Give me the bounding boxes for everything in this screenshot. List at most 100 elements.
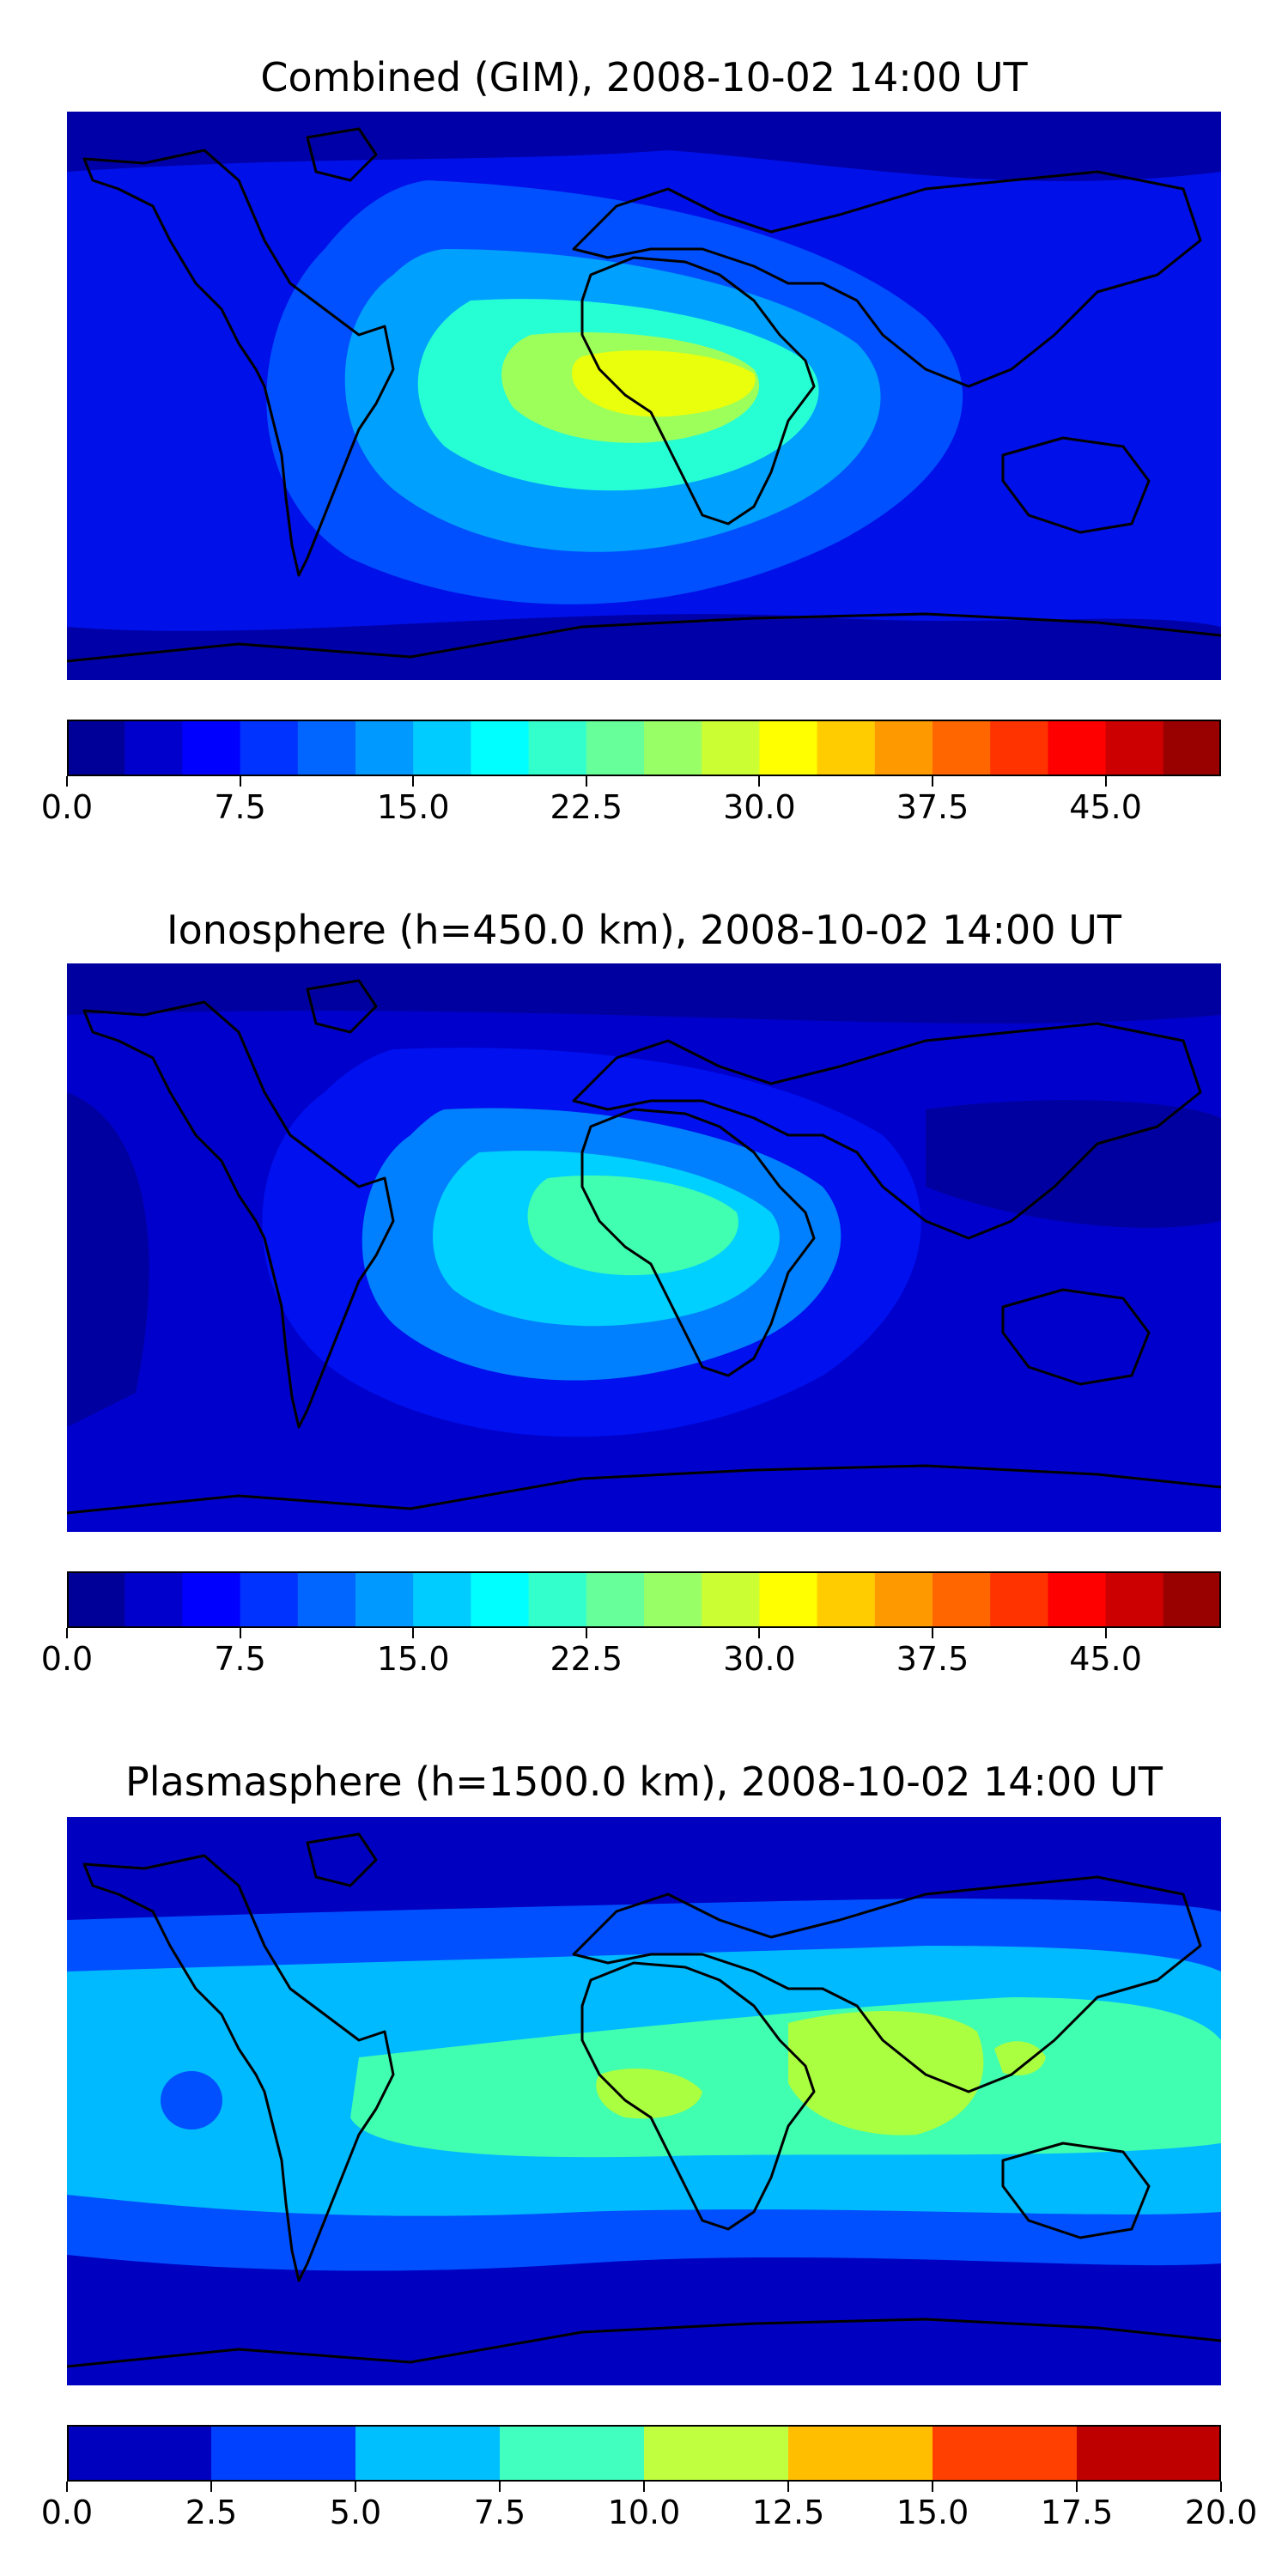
colorbar-segment bbox=[702, 1571, 760, 1628]
map-title-ionosphere: Ionosphere (h=450.0 km), 2008-10-02 14:0… bbox=[167, 907, 1121, 953]
colorbar-segment bbox=[990, 720, 1048, 776]
colorbar-segment bbox=[933, 1571, 991, 1628]
colorbar-segment bbox=[1163, 720, 1221, 776]
colorbar-tick-label: 5.0 bbox=[329, 2494, 382, 2531]
colorbar-segment bbox=[1163, 1571, 1221, 1628]
coastlines bbox=[67, 979, 1221, 1515]
contour-band bbox=[67, 1092, 149, 1427]
colorbar-tick-mark bbox=[585, 1628, 587, 1638]
colorbar-segment bbox=[67, 2425, 212, 2482]
colorbar-segment bbox=[240, 720, 299, 776]
coastlines bbox=[67, 1832, 1221, 2368]
colorbar-segment bbox=[471, 720, 530, 776]
colorbar-segment bbox=[67, 720, 125, 776]
colorbar-segment bbox=[355, 1571, 414, 1628]
colorbar-tick-mark bbox=[355, 2482, 356, 2492]
colorbar-tick-mark bbox=[932, 1628, 933, 1638]
colorbar-tick-mark bbox=[66, 2482, 68, 2492]
colorbar-tick-mark bbox=[585, 776, 587, 787]
colorbar-tick-label: 22.5 bbox=[550, 788, 623, 826]
colorbar-segment bbox=[759, 1571, 818, 1628]
colorbar-tick-mark bbox=[1104, 776, 1107, 787]
colorbar-segment bbox=[500, 2425, 645, 2482]
colorbar-tick-mark bbox=[787, 2482, 789, 2492]
colorbar-segment bbox=[644, 720, 702, 776]
contour-band bbox=[67, 963, 1221, 1024]
contour-band bbox=[788, 2011, 984, 2136]
colorbar-tick-label: 0.0 bbox=[40, 1640, 94, 1678]
contour-band bbox=[926, 1100, 1221, 1228]
colorbar-segment bbox=[182, 1571, 241, 1628]
colorbar-tick-mark bbox=[499, 2482, 501, 2492]
contour-band bbox=[994, 2041, 1046, 2075]
colorbar-segment bbox=[211, 2425, 356, 2482]
colorbar-segment bbox=[817, 1571, 876, 1628]
colorbar-tick-mark bbox=[239, 1628, 241, 1638]
colorbar-tick-label: 15.0 bbox=[376, 788, 450, 826]
colorbar-tick-mark bbox=[66, 776, 68, 787]
colorbar-border bbox=[67, 2425, 1221, 2482]
colorbar-tick-label: 7.5 bbox=[214, 1640, 266, 1678]
colorbar-tick-label: 37.5 bbox=[896, 1640, 969, 1678]
colorbar-tick-label: 12.5 bbox=[751, 2494, 825, 2531]
colorbar-segment bbox=[471, 1571, 530, 1628]
colorbar-tick-mark bbox=[932, 776, 933, 787]
colorbar-tick-label: 15.0 bbox=[376, 1640, 450, 1678]
colorbar-segment bbox=[817, 720, 876, 776]
contour-band bbox=[596, 2068, 702, 2119]
colorbar-tick-label: 0.0 bbox=[40, 788, 94, 826]
colorbar-segment bbox=[874, 720, 933, 776]
colorbar-tick-label: 45.0 bbox=[1069, 788, 1142, 826]
map-title-plasmasphere: Plasmasphere (h=1500.0 km), 2008-10-02 1… bbox=[125, 1759, 1163, 1805]
colorbar-tick-mark bbox=[412, 776, 415, 787]
colorbar-tick-label: 30.0 bbox=[723, 1640, 796, 1678]
colorbar-ticks-combined: 0.0 7.5 15.0 22.5 30.0 37.5 45.0 bbox=[41, 776, 1221, 828]
colorbar-tick-label: 7.5 bbox=[214, 788, 266, 826]
colorbar-segment bbox=[355, 2425, 501, 2482]
tec-map-plasmasphere bbox=[67, 1817, 1221, 2385]
colorbar-ionosphere bbox=[67, 1571, 1221, 1628]
colorbar-segment bbox=[413, 1571, 471, 1628]
tec-map-ionosphere bbox=[67, 963, 1221, 1532]
colorbar-segment bbox=[933, 720, 991, 776]
colorbar-segment bbox=[788, 2425, 933, 2482]
colorbar-segment bbox=[528, 720, 587, 776]
coastlines bbox=[67, 127, 1221, 663]
colorbar-tick-mark bbox=[758, 1628, 761, 1638]
colorbar-segment bbox=[644, 2425, 789, 2482]
colorbar-segment bbox=[67, 1571, 125, 1628]
colorbar-ticks-ionosphere: 0.0 7.5 15.0 22.5 30.0 37.5 45.0 bbox=[41, 1628, 1221, 1680]
colorbar-tick-mark bbox=[210, 2482, 212, 2492]
colorbar-tick-label: 15.0 bbox=[896, 2494, 969, 2531]
colorbar-plasmasphere bbox=[67, 2425, 1221, 2482]
colorbar-ticks-plasmasphere: 0.0 2.5 5.0 7.5 10.0 12.5 15.0 17.5 20.0 bbox=[41, 2482, 1257, 2533]
map-title-combined: Combined (GIM), 2008-10-02 14:00 UT bbox=[260, 54, 1028, 100]
colorbar-tick-mark bbox=[758, 776, 761, 787]
contour-band bbox=[350, 1997, 1221, 2158]
colorbar-tick-label: 7.5 bbox=[473, 2494, 526, 2531]
colorbar-tick-mark bbox=[1076, 2482, 1078, 2492]
colorbar-segment bbox=[1077, 2425, 1221, 2482]
colorbar-segment bbox=[759, 720, 818, 776]
colorbar-tick-label: 45.0 bbox=[1069, 1640, 1142, 1678]
colorbar-segment bbox=[933, 2425, 1078, 2482]
colorbar-border bbox=[67, 1571, 1221, 1628]
colorbar-tick-label: 17.5 bbox=[1040, 2494, 1114, 2531]
colorbar-segment bbox=[240, 1571, 299, 1628]
colorbar-segment bbox=[990, 1571, 1048, 1628]
colorbar-segment bbox=[125, 720, 183, 776]
colorbar-segment bbox=[586, 720, 645, 776]
colorbar-tick-mark bbox=[1220, 2482, 1222, 2492]
colorbar-segment bbox=[702, 720, 760, 776]
colorbar-border bbox=[67, 720, 1221, 776]
contour-band bbox=[572, 349, 756, 417]
contour-band bbox=[161, 2071, 222, 2129]
colorbar-tick-mark bbox=[643, 2482, 645, 2492]
colorbar-tick-mark bbox=[239, 776, 241, 787]
colorbar-segment bbox=[528, 1571, 587, 1628]
colorbar-tick-label: 10.0 bbox=[607, 2494, 681, 2531]
contour-band bbox=[527, 1175, 738, 1276]
colorbar-tick-label: 37.5 bbox=[896, 788, 969, 826]
colorbar-segment bbox=[1048, 1571, 1107, 1628]
colorbar-tick-mark bbox=[1104, 1628, 1107, 1638]
